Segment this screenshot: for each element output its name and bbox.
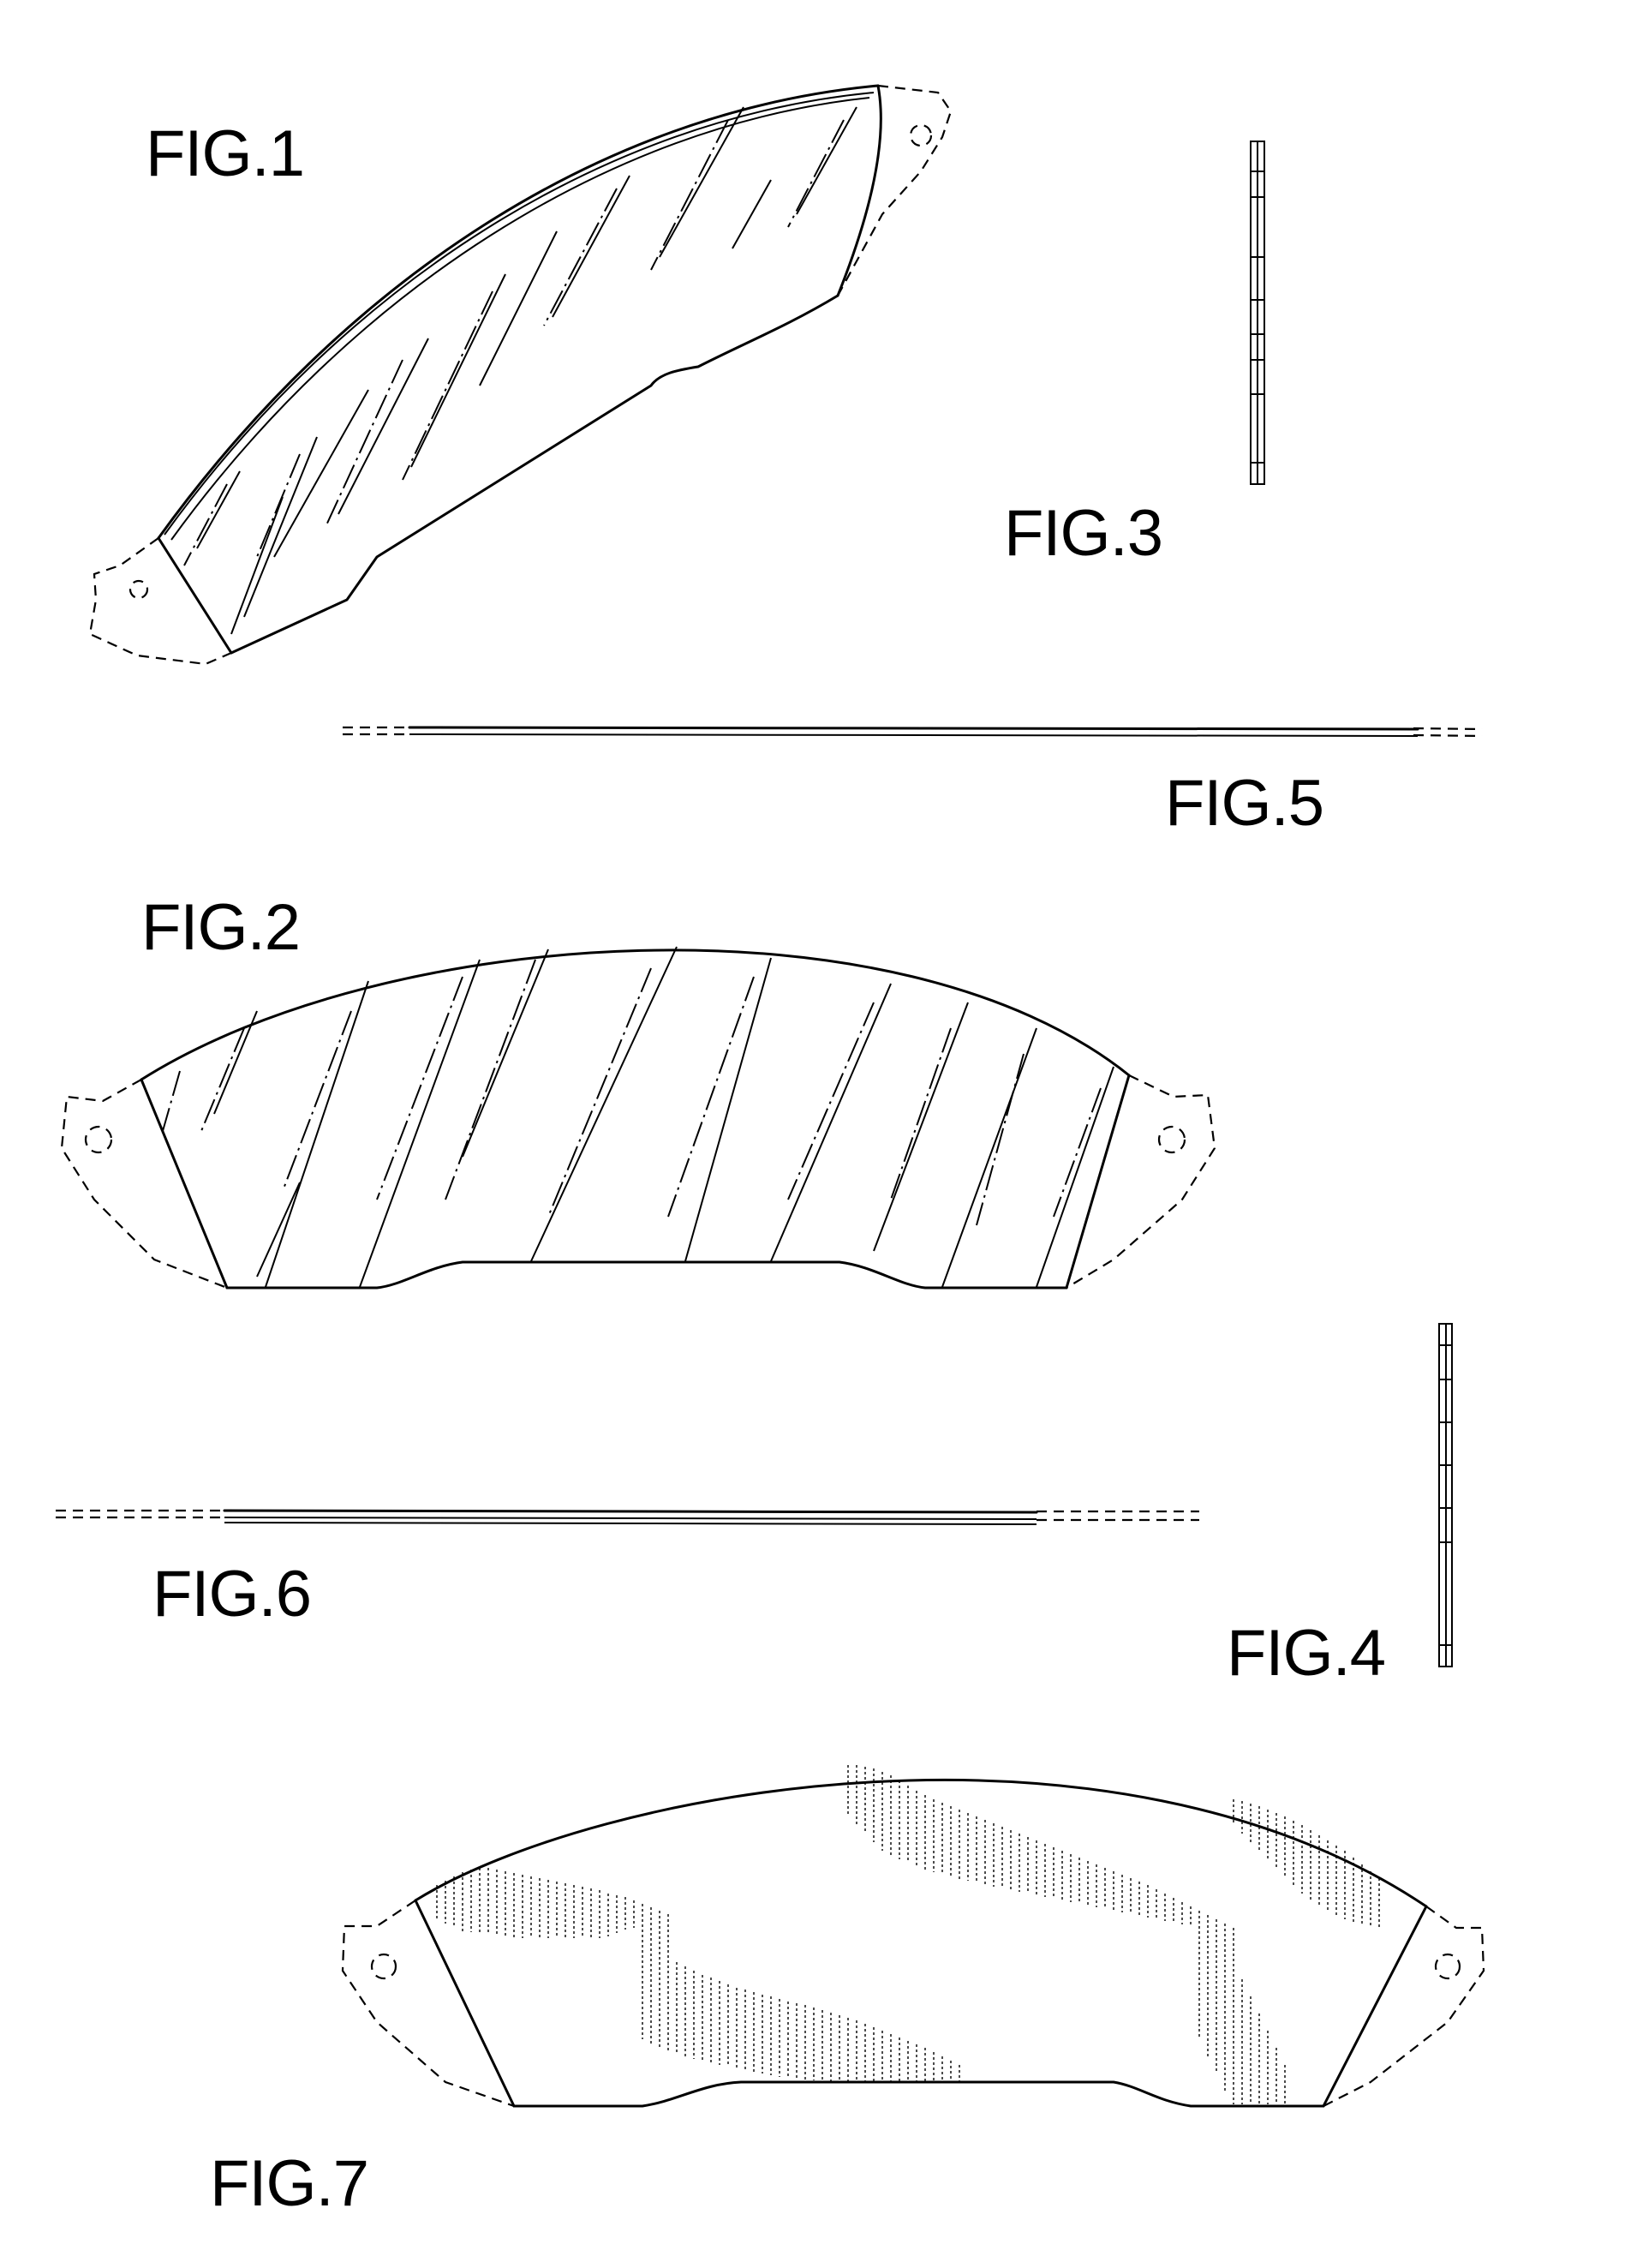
fig7-label: FIG.7 xyxy=(210,2147,368,2220)
fig7-stipple-pattern xyxy=(437,1765,1379,2104)
fig2-surface-hatching xyxy=(163,947,1114,1287)
fig3-label: FIG.3 xyxy=(1004,497,1162,570)
fig1-label: FIG.1 xyxy=(146,117,304,190)
fig5-edge-view xyxy=(343,727,1482,736)
fig2-label: FIG.2 xyxy=(141,891,300,964)
fig6-edge-view xyxy=(56,1511,1199,1524)
fig2-front-view xyxy=(62,947,1215,1288)
fig5-label: FIG.5 xyxy=(1165,767,1323,840)
fig6-label: FIG.6 xyxy=(152,1558,311,1631)
fig3-edge-view xyxy=(1251,141,1264,484)
fig7-rear-view xyxy=(343,1765,1484,2106)
fig4-edge-view xyxy=(1439,1324,1452,1667)
fig4-label: FIG.4 xyxy=(1227,1617,1385,1690)
